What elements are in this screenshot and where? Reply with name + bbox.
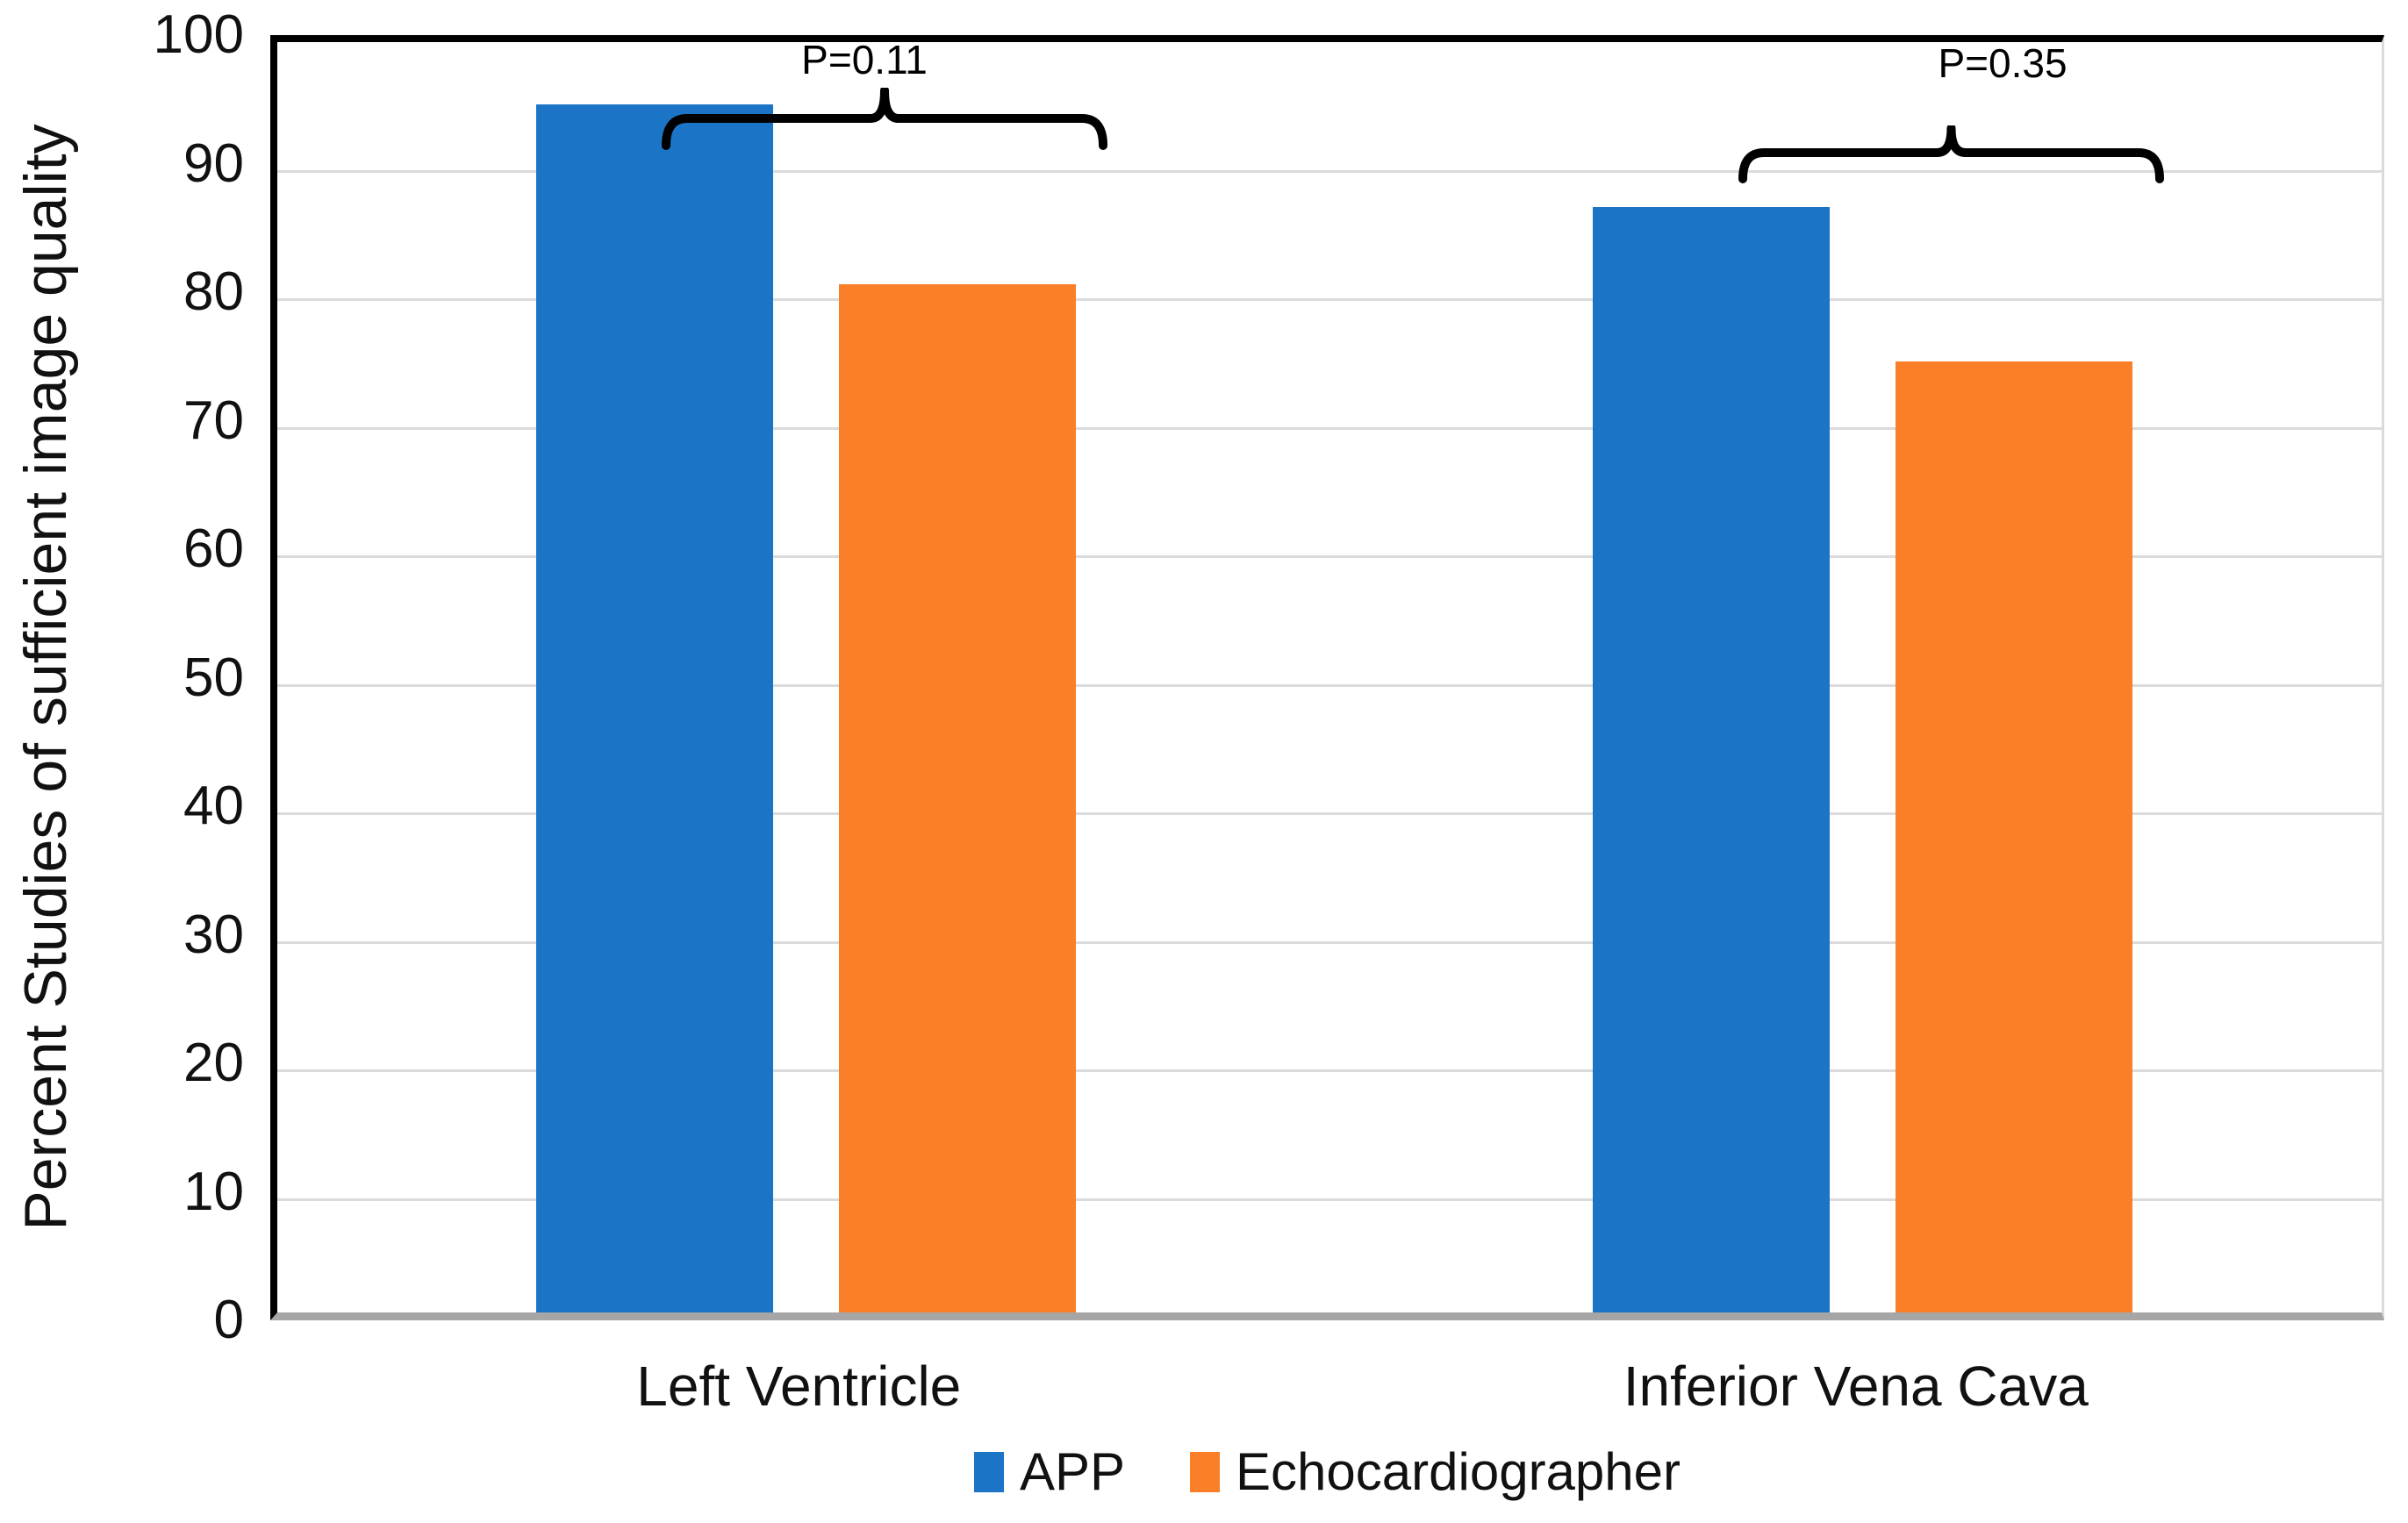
legend-swatch-echocardiographer — [1190, 1452, 1221, 1492]
gridline — [277, 426, 2382, 430]
y-tick-label: 50 — [183, 647, 244, 708]
y-tick-label: 80 — [183, 261, 244, 322]
gridline — [277, 683, 2382, 687]
legend-item-echocardiographer: Echocardiographer — [1190, 1446, 1681, 1498]
y-tick-label: 10 — [183, 1161, 244, 1222]
category-label-inferior-vena-cava: Inferior Vena Cava — [1623, 1355, 2089, 1418]
legend: APP Echocardiographer — [270, 1437, 2384, 1507]
legend-swatch-app — [973, 1452, 1004, 1492]
legend-item-app: APP — [973, 1442, 1126, 1501]
y-tick-label: 70 — [183, 390, 244, 451]
gridline — [277, 1198, 2382, 1201]
y-tick-label: 100 — [153, 4, 244, 65]
significance-bracket-left-ventricle — [662, 88, 1107, 150]
category-label-left-ventricle: Left Ventricle — [636, 1355, 962, 1418]
legend-label-echocardiographer: Echocardiographer — [1236, 1442, 1681, 1501]
bar-echocardiographer-left-ventricle — [838, 284, 1076, 1312]
bar-echocardiographer-inferior-vena-cava — [1896, 361, 2133, 1312]
p-value-label-inferior-vena-cava: P=0.35 — [1938, 40, 2068, 86]
y-tick-label: 0 — [213, 1290, 244, 1350]
gridline — [277, 940, 2382, 944]
significance-bracket-inferior-vena-cava — [1738, 125, 2164, 183]
gridline — [277, 1069, 2382, 1072]
gridline — [277, 555, 2382, 558]
plot-area — [270, 35, 2384, 1320]
bar-app-left-ventricle — [535, 104, 773, 1312]
y-tick-label: 30 — [183, 904, 244, 965]
y-tick-label: 40 — [183, 776, 244, 836]
p-value-label-left-ventricle: P=0.11 — [801, 37, 928, 82]
gridline — [277, 298, 2382, 301]
y-tick-label: 60 — [183, 518, 244, 579]
y-tick-label: 90 — [183, 132, 244, 194]
gridline — [277, 812, 2382, 815]
gridline — [277, 169, 2382, 173]
bar-app-inferior-vena-cava — [1593, 207, 1831, 1312]
legend-label-app: APP — [1019, 1442, 1126, 1501]
y-tick-label: 20 — [183, 1033, 244, 1093]
